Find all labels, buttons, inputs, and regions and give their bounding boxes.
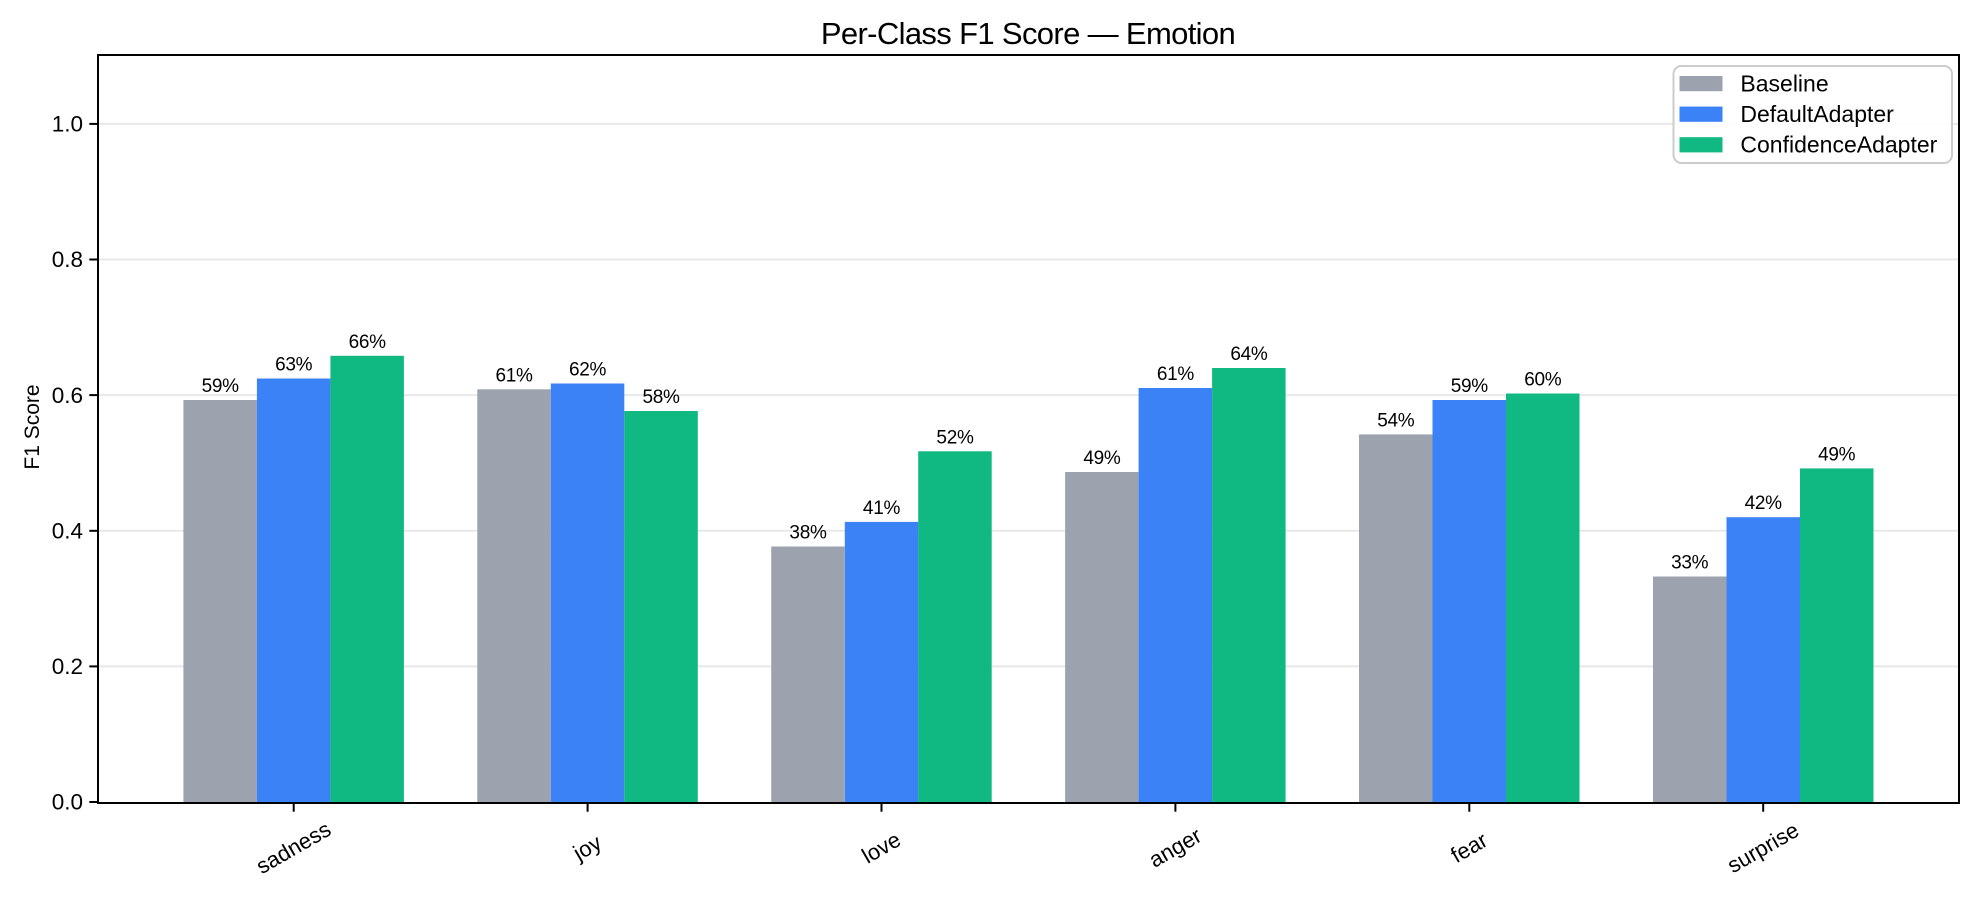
svg-text:61%: 61% <box>1157 364 1195 385</box>
svg-text:54%: 54% <box>1377 410 1415 431</box>
svg-text:33%: 33% <box>1671 553 1709 574</box>
svg-text:F1 Score: F1 Score <box>21 384 44 469</box>
svg-text:41%: 41% <box>863 498 901 519</box>
svg-text:59%: 59% <box>202 376 240 397</box>
svg-text:66%: 66% <box>349 332 387 353</box>
svg-text:63%: 63% <box>275 355 313 376</box>
svg-text:61%: 61% <box>496 365 534 386</box>
svg-text:Baseline: Baseline <box>1740 70 1828 96</box>
svg-text:42%: 42% <box>1745 493 1783 514</box>
svg-text:0.4: 0.4 <box>52 519 83 544</box>
svg-text:DefaultAdapter: DefaultAdapter <box>1740 101 1894 127</box>
svg-text:0.8: 0.8 <box>52 247 83 272</box>
svg-text:58%: 58% <box>643 387 681 408</box>
svg-text:64%: 64% <box>1230 344 1268 365</box>
svg-text:Per-Class F1 Score — Emotion: Per-Class F1 Score — Emotion <box>821 16 1235 51</box>
svg-text:60%: 60% <box>1524 370 1562 391</box>
svg-text:38%: 38% <box>789 523 827 544</box>
svg-text:0.6: 0.6 <box>52 383 83 408</box>
svg-text:62%: 62% <box>569 360 607 381</box>
svg-text:59%: 59% <box>1451 376 1489 397</box>
svg-text:49%: 49% <box>1818 444 1856 465</box>
svg-text:ConfidenceAdapter: ConfidenceAdapter <box>1740 132 1937 158</box>
svg-text:49%: 49% <box>1083 448 1121 469</box>
svg-text:0.0: 0.0 <box>52 790 83 815</box>
svg-text:1.0: 1.0 <box>52 112 83 137</box>
svg-text:0.2: 0.2 <box>52 654 83 679</box>
svg-text:52%: 52% <box>936 427 974 448</box>
